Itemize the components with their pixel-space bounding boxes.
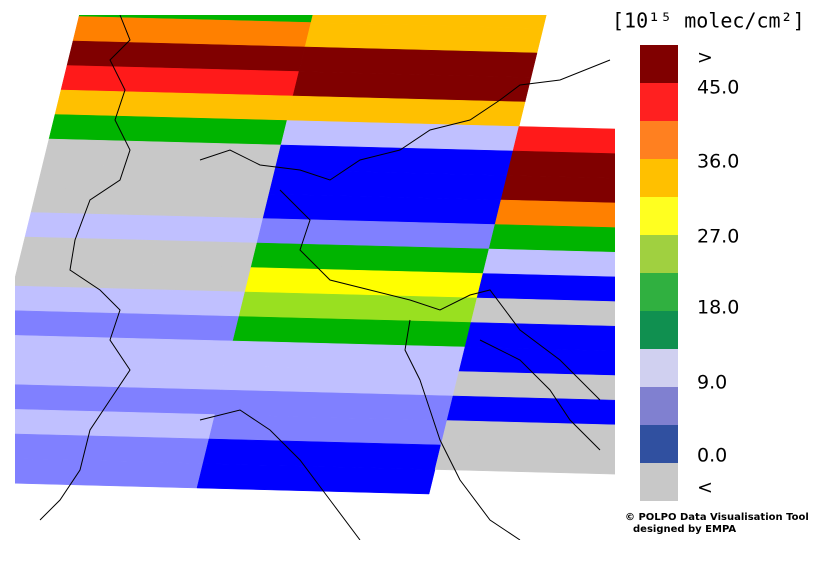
- legend-swatch: [640, 45, 678, 83]
- legend-swatch: [640, 463, 678, 501]
- swath-cell: [500, 175, 615, 204]
- swath-cell: [434, 444, 615, 475]
- legend-swatch: [640, 159, 678, 197]
- swath-cell: [470, 297, 615, 327]
- swath-cell: [452, 371, 615, 401]
- coastlines: [39, 15, 611, 540]
- legend-swatch: [640, 387, 678, 425]
- coast: [199, 409, 361, 540]
- legend-label: >: [697, 47, 713, 69]
- legend-label: 45.0: [697, 77, 739, 99]
- swath-cell: [196, 463, 436, 495]
- coast: [479, 339, 601, 451]
- legend-label: 9.0: [697, 372, 727, 394]
- border: [39, 15, 131, 521]
- swath-cell: [494, 199, 615, 228]
- legend-label: <: [697, 477, 713, 499]
- swath-cell: [482, 248, 615, 278]
- swath-cell: [446, 395, 615, 426]
- swath-cell: [506, 150, 615, 179]
- swath-cell: [440, 420, 615, 450]
- legend-label: 27.0: [697, 226, 739, 248]
- swath-cell: [458, 346, 615, 376]
- legend-swatch: [640, 235, 678, 273]
- credit: designed by EMPA: [633, 524, 736, 535]
- legend-label: 36.0: [697, 151, 739, 173]
- swath-layer: [15, 15, 615, 495]
- credit: © POLPO Data Visualisation Tool: [625, 512, 809, 523]
- legend-swatch: [640, 349, 678, 387]
- swath-cell: [476, 273, 615, 302]
- legend-swatch: [640, 83, 678, 121]
- swath-cell: [512, 126, 615, 154]
- legend-label: 0.0: [697, 445, 727, 467]
- legend-swatch: [640, 311, 678, 349]
- border: [279, 189, 601, 401]
- legend-label: 18.0: [697, 297, 739, 319]
- legend-swatch: [640, 273, 678, 311]
- legend-swatch: [640, 425, 678, 463]
- swath-cell: [464, 322, 615, 352]
- legend-title: [10¹⁵ molec/cm²]: [612, 9, 805, 33]
- border: [199, 59, 611, 181]
- coast: [404, 319, 521, 540]
- swath-cell: [488, 224, 615, 253]
- legend-swatch: [640, 197, 678, 235]
- legend: [10¹⁵ molec/cm²] >45.0 36.0 27.0 18.0 9.0 0.0…: [612, 9, 805, 501]
- legend-swatch: [640, 121, 678, 159]
